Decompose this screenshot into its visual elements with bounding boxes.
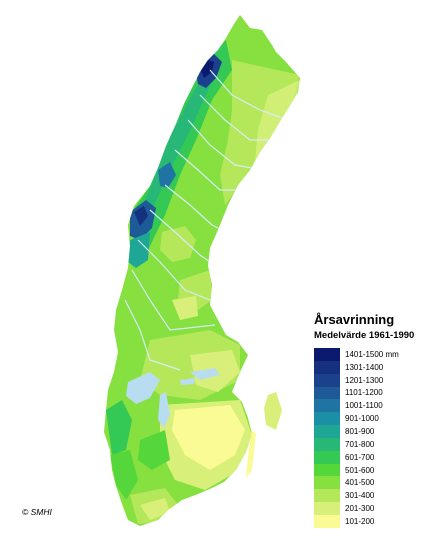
island-gotland bbox=[264, 392, 282, 430]
legend-label: 801-900 bbox=[345, 426, 375, 436]
legend-row: 701-800 bbox=[314, 437, 429, 451]
legend-label: 1001-1100 bbox=[345, 401, 383, 411]
legend-swatch bbox=[314, 476, 340, 490]
lake-vanern bbox=[126, 372, 160, 404]
legend-row: 801-900 bbox=[314, 425, 429, 438]
legend-label: 1101-1200 bbox=[345, 388, 383, 398]
legend-label: 1201-1300 bbox=[345, 375, 384, 385]
zone-201-300-skane bbox=[140, 498, 170, 520]
legend-label: 1401-1500 mm bbox=[345, 349, 399, 359]
lakes bbox=[126, 368, 220, 428]
legend-swatch bbox=[314, 489, 340, 503]
legend-row: 201-300 bbox=[314, 502, 429, 515]
legend-items: 1401-1500 mm 1301-1400 1201-1300 1101-1200 1… bbox=[314, 348, 429, 528]
legend-label: 101-200 bbox=[345, 516, 375, 526]
legend-swatch bbox=[314, 514, 340, 528]
legend-row: 601-700 bbox=[314, 450, 429, 464]
legend: Årsavrinning Medelvärde 1961-1990 1401-1… bbox=[314, 312, 429, 528]
legend-label: 901-1000 bbox=[345, 414, 379, 424]
legend-row: 1201-1300 bbox=[314, 373, 429, 387]
legend-swatch bbox=[314, 412, 340, 426]
legend-swatch bbox=[314, 386, 340, 400]
legend-label: 301-400 bbox=[345, 491, 375, 501]
legend-label: 701-800 bbox=[345, 439, 375, 449]
legend-swatch bbox=[314, 425, 340, 438]
legend-swatch bbox=[314, 450, 340, 464]
zone-wet-mid bbox=[158, 162, 176, 188]
credit-text: © SMHI bbox=[22, 507, 52, 517]
legend-label: 1301-1400 bbox=[345, 362, 384, 372]
legend-row: 901-1000 bbox=[314, 412, 429, 426]
island-oland bbox=[246, 430, 256, 478]
zone-wet-jamtland-core bbox=[134, 206, 148, 226]
zone-101-200-southeast bbox=[172, 405, 245, 470]
legend-swatch bbox=[314, 463, 340, 477]
zone-801-900-west bbox=[128, 232, 150, 268]
legend-row: 1001-1100 bbox=[314, 399, 429, 413]
legend-swatch bbox=[314, 360, 340, 374]
zone-501-600-smaland bbox=[138, 430, 170, 470]
lake-vattern bbox=[158, 392, 170, 428]
legend-swatch bbox=[314, 399, 340, 413]
zone-201-300-central bbox=[172, 296, 198, 320]
legend-row: 301-400 bbox=[314, 489, 429, 503]
legend-title: Årsavrinning bbox=[314, 312, 395, 327]
legend-swatch bbox=[314, 502, 340, 515]
legend-row: 1101-1200 bbox=[314, 386, 429, 400]
legend-subtitle: Medelvärde 1961-1990 bbox=[314, 330, 415, 341]
zone-301-400-central bbox=[160, 226, 196, 262]
legend-swatch bbox=[314, 437, 340, 451]
legend-row: 101-200 bbox=[314, 514, 429, 528]
lake-hjalmaren bbox=[180, 378, 195, 385]
legend-row: 501-600 bbox=[314, 463, 429, 477]
rivers bbox=[124, 69, 283, 371]
legend-label: 601-700 bbox=[345, 452, 375, 462]
legend-swatch bbox=[314, 373, 340, 387]
lake-malaren bbox=[190, 368, 220, 380]
runoff-zones bbox=[106, 40, 300, 524]
zone-601-700-westcoast bbox=[106, 400, 132, 455]
legend-row: 1401-1500 mm bbox=[314, 348, 429, 361]
zone-501-600-westcoast bbox=[110, 450, 138, 500]
legend-swatch bbox=[314, 348, 340, 361]
legend-row: 401-500 bbox=[314, 476, 429, 490]
legend-label: 501-600 bbox=[345, 465, 375, 475]
legend-label: 401-500 bbox=[345, 478, 375, 488]
legend-row: 1301-1400 bbox=[314, 360, 429, 374]
legend-label: 201-300 bbox=[345, 504, 375, 514]
